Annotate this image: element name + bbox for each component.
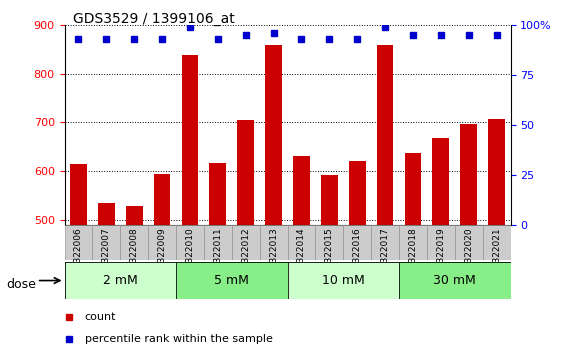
Bar: [182, 55, 198, 354]
Text: percentile rank within the sample: percentile rank within the sample: [85, 334, 273, 344]
Bar: [176, 262, 288, 299]
Text: GSM322021: GSM322021: [492, 228, 501, 282]
Text: GSM322020: GSM322020: [464, 228, 473, 282]
Text: GSM322017: GSM322017: [380, 228, 389, 282]
Text: GSM322013: GSM322013: [269, 228, 278, 282]
Bar: [343, 225, 371, 260]
Text: GSM322015: GSM322015: [325, 228, 334, 282]
Text: 30 mM: 30 mM: [434, 274, 476, 287]
Bar: [154, 173, 171, 354]
Bar: [455, 225, 482, 260]
Bar: [232, 225, 260, 260]
Bar: [287, 262, 399, 299]
Bar: [98, 203, 114, 354]
Bar: [176, 225, 204, 260]
Text: count: count: [85, 312, 116, 322]
Text: GSM322011: GSM322011: [213, 228, 222, 282]
Bar: [321, 175, 338, 354]
Bar: [376, 45, 393, 354]
Bar: [265, 45, 282, 354]
Bar: [482, 225, 511, 260]
Text: 10 mM: 10 mM: [322, 274, 365, 287]
Bar: [287, 225, 315, 260]
Bar: [70, 164, 87, 354]
Text: GSM322016: GSM322016: [353, 228, 362, 282]
Text: GSM322009: GSM322009: [158, 228, 167, 282]
Bar: [126, 206, 142, 354]
Text: GSM322018: GSM322018: [408, 228, 417, 282]
Bar: [260, 225, 287, 260]
Bar: [399, 225, 427, 260]
Bar: [488, 119, 505, 354]
Bar: [148, 225, 176, 260]
Text: GDS3529 / 1399106_at: GDS3529 / 1399106_at: [73, 12, 234, 27]
Bar: [293, 156, 310, 354]
Bar: [349, 161, 366, 354]
Text: 5 mM: 5 mM: [214, 274, 249, 287]
Bar: [433, 138, 449, 354]
Bar: [120, 225, 148, 260]
Bar: [315, 225, 343, 260]
Text: 2 mM: 2 mM: [103, 274, 137, 287]
Bar: [204, 225, 232, 260]
Bar: [65, 225, 93, 260]
Text: GSM322008: GSM322008: [130, 228, 139, 282]
Bar: [404, 153, 421, 354]
Bar: [461, 124, 477, 354]
Bar: [65, 262, 176, 299]
Bar: [209, 163, 226, 354]
Text: GSM322014: GSM322014: [297, 228, 306, 282]
Text: GSM322006: GSM322006: [74, 228, 83, 282]
Text: GSM322007: GSM322007: [102, 228, 111, 282]
Bar: [93, 225, 120, 260]
Bar: [399, 262, 511, 299]
Text: GSM322012: GSM322012: [241, 228, 250, 282]
Bar: [371, 225, 399, 260]
Bar: [427, 225, 455, 260]
Text: dose: dose: [7, 278, 36, 291]
Text: GSM322019: GSM322019: [436, 228, 445, 282]
Text: GSM322010: GSM322010: [186, 228, 195, 282]
Bar: [237, 120, 254, 354]
